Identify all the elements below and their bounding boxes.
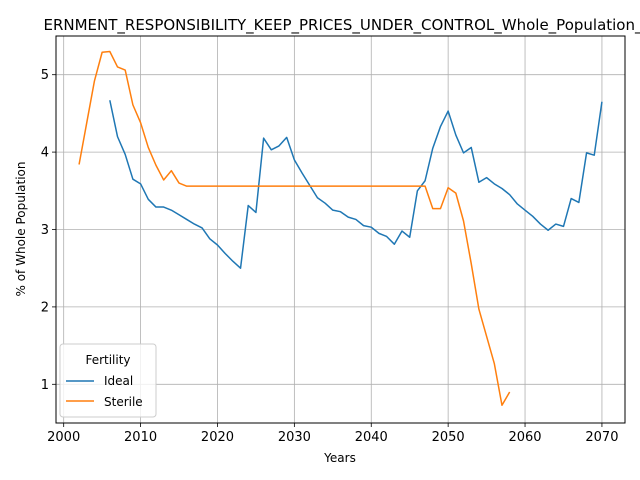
plot-series	[78, 50, 603, 406]
series-line-sterile	[78, 50, 511, 406]
legend: Fertility Ideal Sterile	[59, 343, 157, 418]
legend-title: Fertility	[85, 353, 130, 367]
y-tick-label: 3	[41, 223, 49, 238]
y-tick-label: 5	[41, 68, 49, 83]
y-tick-label: 1	[41, 378, 49, 393]
x-tick-label: 2000	[47, 430, 80, 445]
chart-title: ERNMENT_RESPONSIBILITY_KEEP_PRICES_UNDER…	[43, 16, 640, 35]
x-tick-label: 2040	[355, 430, 388, 445]
y-tick-label: 4	[41, 146, 49, 161]
x-tick-label: 2010	[124, 430, 157, 445]
y-tick-label: 2	[41, 300, 49, 315]
y-axis-label: % of Whole Population	[14, 162, 28, 297]
axis-ticks: 2000 2010 2020 2030 2040 2050 2060 2070 1 2 3 4 5	[41, 68, 619, 445]
x-tick-label: 2060	[508, 430, 541, 445]
legend-box	[59, 343, 157, 418]
legend-label-ideal: Ideal	[104, 374, 133, 388]
x-tick-label: 2020	[201, 430, 234, 445]
x-tick-label: 2050	[432, 430, 465, 445]
x-axis-label: Years	[323, 451, 356, 465]
x-tick-label: 2030	[278, 430, 311, 445]
legend-label-sterile: Sterile	[104, 395, 143, 409]
x-tick-label: 2070	[585, 430, 618, 445]
series-line-ideal	[109, 100, 603, 269]
